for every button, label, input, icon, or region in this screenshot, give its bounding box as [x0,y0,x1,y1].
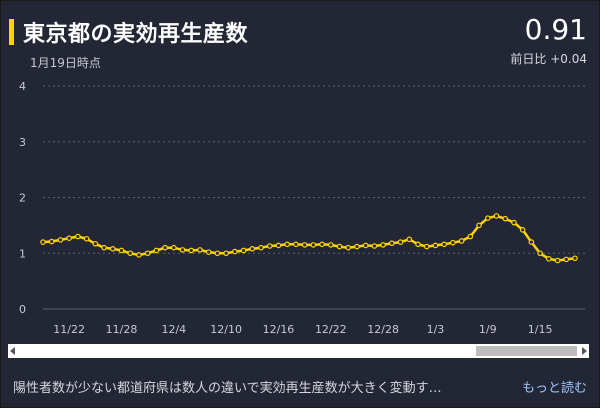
data-point [484,215,491,221]
data-point [284,241,290,248]
x-tick-label: 11/22 [53,323,85,336]
data-point [171,244,177,251]
data-point [432,242,439,249]
data-point [48,238,55,245]
data-point [40,239,46,245]
data-point [458,238,465,244]
data-point [319,241,325,248]
data-point [240,247,247,254]
x-tick-label: 12/10 [210,323,242,336]
current-value: 0.91 [524,13,587,46]
data-point [101,244,107,251]
data-point [266,243,273,249]
data-point [293,241,299,248]
data-point [502,215,509,222]
day-over-day-change: 前日比 +0.04 [510,52,587,66]
data-point [493,213,500,219]
as-of-date: 1月19日時点 [30,56,101,70]
data-point [57,237,64,243]
data-point [144,250,151,257]
data-point [136,252,142,258]
data-point [450,239,456,246]
y-tick-label: 0 [19,303,26,316]
data-point [109,245,116,252]
data-point [406,236,413,243]
data-point [397,239,404,245]
x-tick-label: 12/28 [367,323,399,336]
data-point [249,245,256,252]
x-tick-label: 1/15 [528,323,553,336]
data-point [371,243,378,249]
data-point [301,242,308,248]
widget-title: 東京都の実効再生産数 [23,22,249,47]
data-point [563,256,570,263]
data-point [354,243,360,250]
footer-note: 陽性者数が少ない都道府県は数人の違いで実効再生産数が大きく変動す… [13,381,442,396]
data-point [162,244,168,251]
x-tick-label: 1/9 [479,323,497,336]
data-point [554,257,561,264]
data-point [476,222,482,229]
data-point [275,242,282,249]
data-point [197,247,203,253]
read-more-link[interactable]: もっと読む [521,381,587,396]
rt-series-line [42,214,576,262]
data-point [362,242,369,249]
x-tick-label: 1/3 [427,323,445,336]
x-tick-label: 12/4 [161,323,186,336]
x-tick-label: 12/22 [315,323,347,336]
data-point [328,242,334,248]
data-point [546,256,552,262]
x-tick-label: 11/28 [106,323,138,336]
data-point [423,243,430,250]
data-point [214,250,221,257]
y-tick-label: 4 [19,80,26,93]
data-point [511,219,517,226]
scroll-left-arrow-icon[interactable] [10,347,15,355]
title-accent-bar [9,19,14,45]
scrollbar-thumb[interactable] [476,346,577,356]
data-point [223,250,229,257]
data-point [528,239,535,245]
y-tick-label: 2 [19,192,26,205]
data-point [66,235,72,241]
chart-scrollbar[interactable] [8,344,589,358]
data-point [188,247,195,254]
data-point [345,244,352,251]
rt-line-chart: 0 1 2 3 4 11/22 11/28 12/4 12/10 12/16 12/22 12/28 1… [19,80,585,336]
data-point [389,240,395,247]
data-point [153,247,160,254]
x-tick-label: 12/16 [263,323,295,336]
data-point [380,242,386,248]
data-point [118,247,125,254]
data-point [179,247,186,253]
data-point [83,235,90,242]
y-tick-label: 1 [19,247,26,260]
data-point [572,255,578,262]
data-point [537,250,543,257]
data-point [75,233,81,240]
data-point [127,250,134,257]
data-point [336,243,343,250]
data-point [467,233,474,240]
data-point [258,244,264,251]
data-point [415,241,421,248]
data-point [232,248,238,255]
y-tick-label: 3 [19,136,26,149]
data-point [441,241,447,248]
data-point [205,249,212,255]
scroll-right-arrow-icon[interactable] [582,347,587,355]
data-point [92,240,99,247]
data-point [519,227,526,233]
data-point [310,242,317,248]
